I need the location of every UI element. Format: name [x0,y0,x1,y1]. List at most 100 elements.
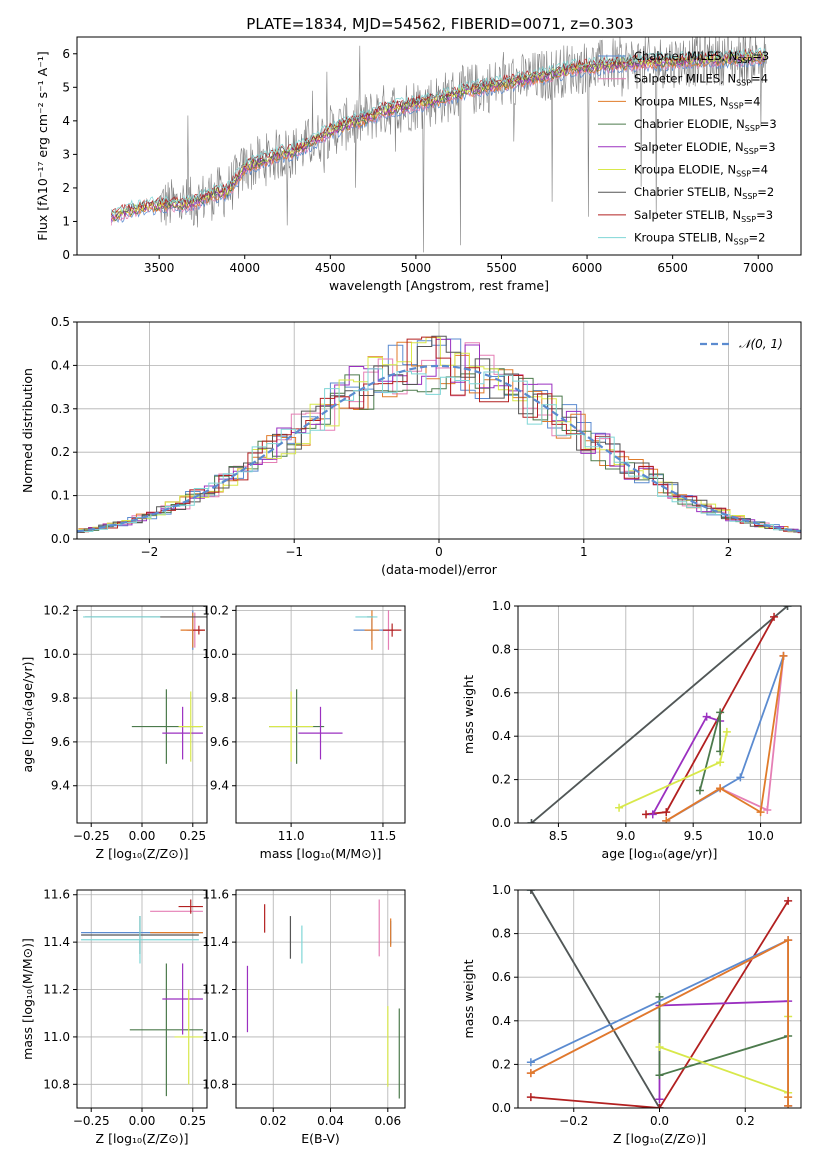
mass-vs-metallicity-panel: −0.25 0.00 0.25 10.8 11.0 11.2 11.4 11.6 Z [log₁… [20,888,208,1146]
weight-marker [527,819,536,823]
y-axis-label: mass weight [461,675,476,754]
x-tick-label: −1 [285,545,303,559]
y-tick-label: 9.8 [51,691,70,705]
y-tick-label: 9.6 [51,735,70,749]
axes-frame [517,605,802,824]
y-tick-label: 0.0 [51,532,70,546]
x-axis-label: E(B-V) [301,1131,340,1146]
weight-marker [526,1058,535,1067]
legend-entry-label: Kroupa STELIB, NSSP=2 [634,231,765,247]
y-tick-label: 10.2 [202,603,229,617]
age-vs-metallicity-panel: −0.25 0.00 0.25 9.4 9.6 9.8 10.0 10.2 Z [log₁₀(Z… [20,603,208,861]
x-tick-label: 0 [435,545,443,559]
x-tick-label: 6500 [657,261,688,275]
legend-entry-subscript: SSP [736,170,751,179]
weight-vs-metallicity-panel: −0.2 0.0 0.2 0.0 0.2 0.4 0.6 0.8 1.0 Z [log₁₀(Z/Z… [461,883,802,1146]
x-axis-label: wavelength [Angstrom, rest frame] [329,278,549,293]
weight-marker [655,992,664,1001]
weight-series-line [530,900,789,1108]
y-tick-label: 0.6 [492,970,511,984]
x-tick-label: 3500 [144,261,175,275]
weight-marker [716,784,725,793]
histogram-step-line [78,337,801,532]
y-tick-label: 11.4 [43,935,70,949]
plot-area [110,37,767,253]
y-tick-label: 0.8 [492,642,511,656]
plot-area [246,899,400,1099]
legend-entry-subscript: SSP [742,192,757,201]
y-tick-label: 0.4 [492,729,511,743]
x-axis-label: Z [log₁₀(Z/Z⊙)] [613,1131,706,1146]
x-tick-label: 6000 [572,261,603,275]
y-tick-label: 6 [62,47,70,61]
y-tick-label: 0.6 [492,686,511,700]
x-tick-label: 0.06 [374,1114,401,1128]
weight-marker [695,786,704,795]
y-tick-label: 0.4 [51,358,70,372]
y-tick-label: 0.0 [492,816,511,830]
legend-entry-label: Chabrier ELODIE, NSSP=3 [634,117,777,133]
legend-entry-subscript: SSP [736,79,751,88]
x-axis-label: (data-model)/error [381,562,498,577]
x-tick-label: 0.00 [129,829,156,843]
x-tick-label: −0.2 [559,1114,588,1128]
weight-series-line [659,1016,789,1094]
weight-series-line [530,938,789,1106]
x-tick-label: 0.25 [179,829,206,843]
legend-entry-tail: =3 [760,117,777,131]
legend-entry-subscript: SSP [745,124,760,133]
x-tick-label: 9.0 [616,829,635,843]
y-tick-label: 0.2 [492,1057,511,1071]
histogram-step-line [77,368,801,533]
legend-entry-subscript: SSP [734,238,749,247]
y-tick-label: 1.0 [492,599,511,613]
y-tick-label: 9.4 [210,779,229,793]
weight-marker [655,1095,664,1104]
model-spectrum-line [110,47,767,216]
weight-marker [722,727,731,736]
plot-area [83,610,207,764]
weight-series-line [665,655,785,822]
y-tick-label: 1 [62,214,70,228]
y-tick-label: 0.4 [492,1014,511,1028]
plot-area [77,335,801,534]
y-tick-label: 10.0 [43,647,70,661]
y-axis-label: mass [log₁₀(M/M⊙)] [20,938,35,1060]
model-spectrum-line [110,48,767,216]
x-tick-label: 11.5 [370,829,397,843]
normal-reference-curve [77,364,801,533]
legend-entry-subscript: SSP [729,101,744,110]
plot-area [269,610,402,764]
y-tick-label: 9.4 [51,779,70,793]
weight-marker [526,1093,535,1102]
weight-series-line [658,1000,789,1100]
weight-series-line [618,731,728,809]
residual-histogram-panel: −2 −1 0 1 2 0.0 0.1 0.2 0.3 0.4 0.5 (data-model)/er… [20,315,802,577]
x-tick-label: 0.02 [260,1114,287,1128]
x-tick-label: 0.0 [650,1114,669,1128]
histogram-step-line [78,368,801,532]
y-axis-label: age [log₁₀(age/yr)] [20,657,35,773]
y-tick-label: 1.0 [492,883,511,897]
y-tick-label: 2 [62,181,70,195]
x-axis-label: age [log₁₀(age/yr)] [602,846,718,861]
weight-marker [662,816,671,823]
x-tick-label: 0.25 [179,1114,206,1128]
x-tick-label: 5500 [486,261,517,275]
model-spectrum-line [110,57,767,224]
y-tick-label: 0.2 [51,445,70,459]
y-tick-label: 10.2 [43,603,70,617]
weight-marker [702,712,711,721]
spectrum-panel: 3500 4000 4500 5000 5500 6000 6500 7000 0 1 2 3 4 5 6 w… [35,36,802,293]
spectrum-legend: Chabrier MILES, NSSP=3 Salpeter MILES, NS… [598,49,777,247]
weight-marker [763,805,772,814]
weight-marker [642,810,651,819]
x-tick-label: 1 [580,545,588,559]
x-tick-label: 0.00 [129,1114,156,1128]
x-tick-label: 0.2 [736,1114,755,1128]
x-tick-label: 2 [725,545,733,559]
age-vs-mass-panel: 11.0 11.5 9.4 9.6 9.8 10.0 10.2 mass [log₁₀(M/M… [202,603,406,861]
legend-entry-label: Chabrier MILES, NSSP=3 [634,49,769,65]
histogram-step-line [77,336,801,533]
y-tick-label: 0 [62,248,70,262]
